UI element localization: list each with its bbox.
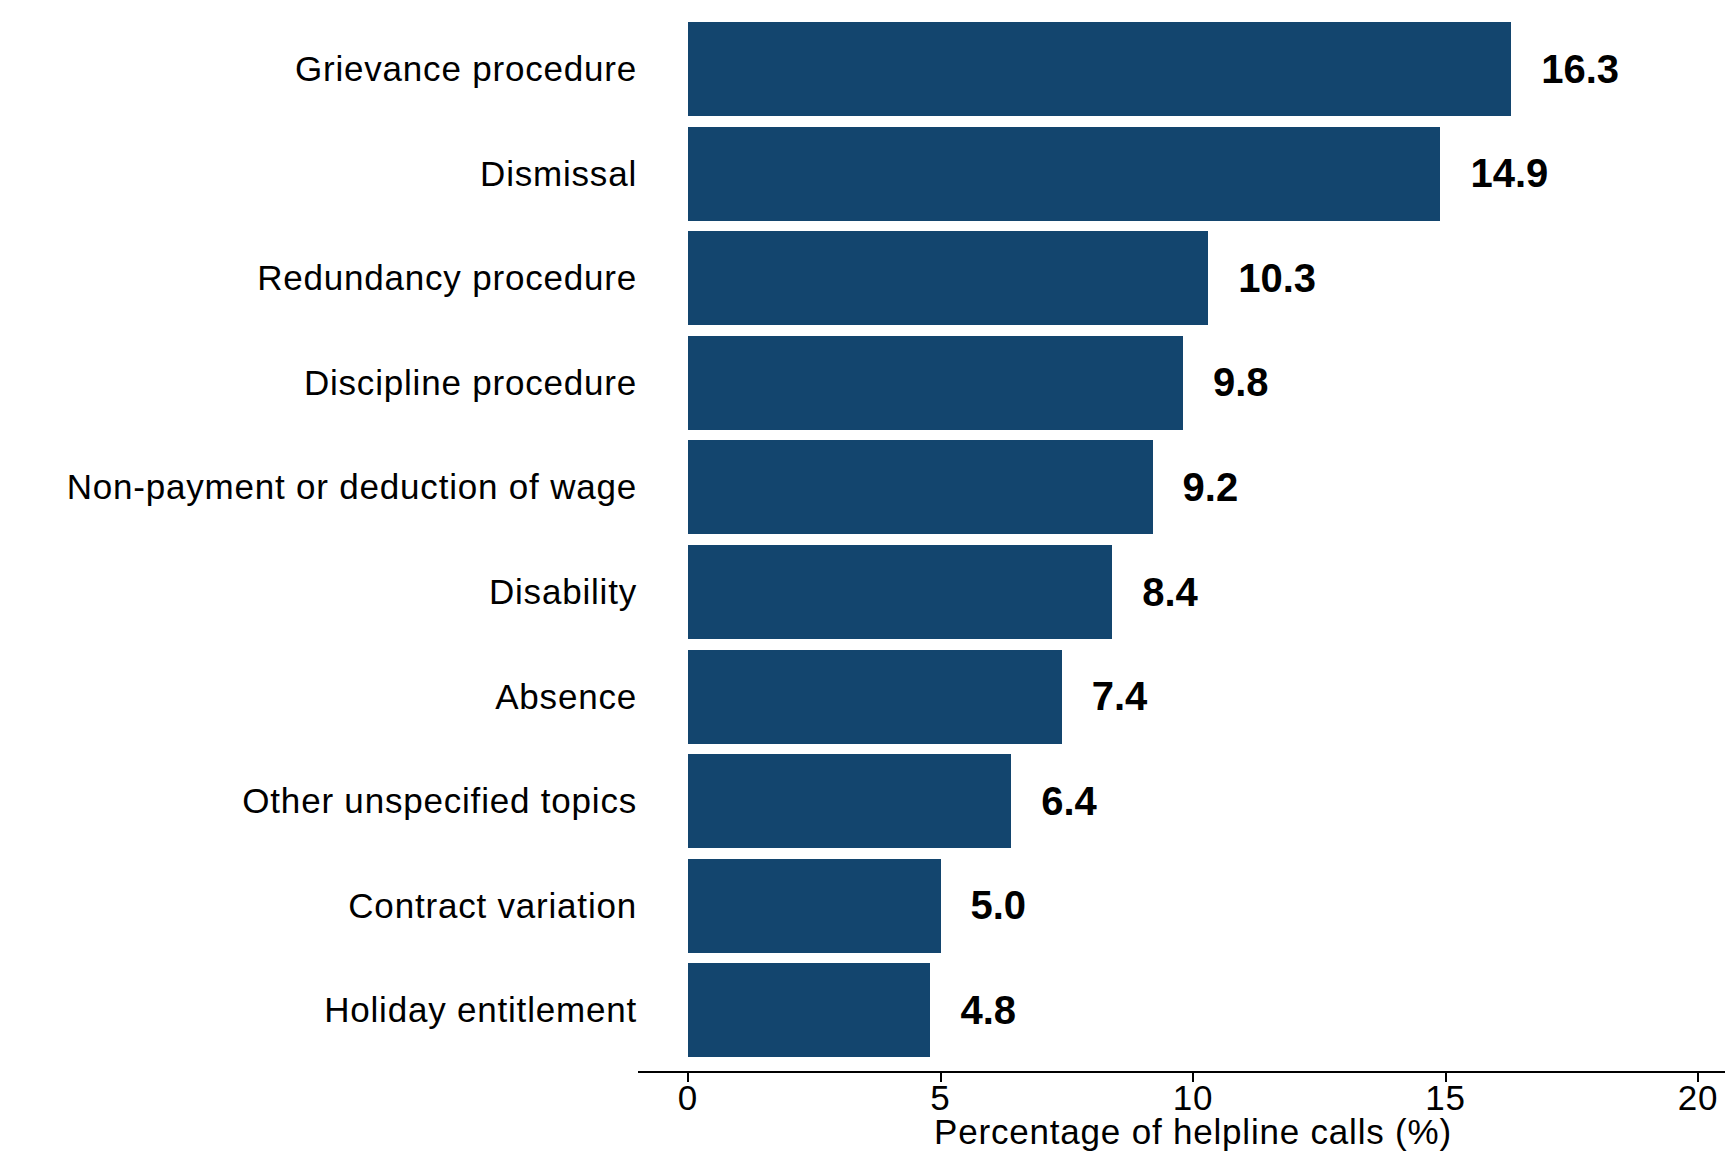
bar — [688, 545, 1112, 639]
value-label: 14.9 — [1470, 127, 1548, 221]
category-label: Grievance procedure — [0, 22, 637, 116]
value-label: 9.8 — [1213, 336, 1269, 430]
chart-row: Contract variation 5.0 — [0, 859, 1728, 953]
chart-row: Discipline procedure 9.8 — [0, 336, 1728, 430]
bar — [688, 336, 1183, 430]
bar — [688, 22, 1511, 116]
value-label: 8.4 — [1142, 545, 1198, 639]
bar — [688, 963, 930, 1057]
value-label: 4.8 — [960, 963, 1016, 1057]
bar — [688, 754, 1011, 848]
chart-row: Redundancy procedure 10.3 — [0, 231, 1728, 325]
value-label: 9.2 — [1183, 440, 1239, 534]
category-label: Holiday entitlement — [0, 963, 637, 1057]
category-label: Other unspecified topics — [0, 754, 637, 848]
category-label: Contract variation — [0, 859, 637, 953]
chart-row: Dismissal 14.9 — [0, 127, 1728, 221]
value-label: 5.0 — [971, 859, 1027, 953]
chart-row: Absence 7.4 — [0, 650, 1728, 744]
chart-row: Disability 8.4 — [0, 545, 1728, 639]
category-label: Non-payment or deduction of wage — [0, 440, 637, 534]
bar — [688, 650, 1062, 744]
category-label: Discipline procedure — [0, 336, 637, 430]
bar — [688, 231, 1208, 325]
value-label: 16.3 — [1541, 22, 1619, 116]
value-label: 6.4 — [1041, 754, 1097, 848]
helpline-calls-bar-chart: Grievance procedure 16.3 Dismissal 14.9 Redu… — [0, 0, 1728, 1152]
bar — [688, 440, 1153, 534]
category-label: Disability — [0, 545, 637, 639]
category-label: Dismissal — [0, 127, 637, 221]
value-label: 7.4 — [1092, 650, 1148, 744]
x-axis-line — [638, 1071, 1725, 1073]
bar — [688, 859, 941, 953]
chart-row: Other unspecified topics 6.4 — [0, 754, 1728, 848]
category-label: Absence — [0, 650, 637, 744]
bar — [688, 127, 1440, 221]
x-axis-title: Percentage of helpline calls (%) — [688, 1112, 1698, 1152]
chart-row: Grievance procedure 16.3 — [0, 22, 1728, 116]
chart-row: Non-payment or deduction of wage 9.2 — [0, 440, 1728, 534]
category-label: Redundancy procedure — [0, 231, 637, 325]
chart-row: Holiday entitlement 4.8 — [0, 963, 1728, 1057]
value-label: 10.3 — [1238, 231, 1316, 325]
